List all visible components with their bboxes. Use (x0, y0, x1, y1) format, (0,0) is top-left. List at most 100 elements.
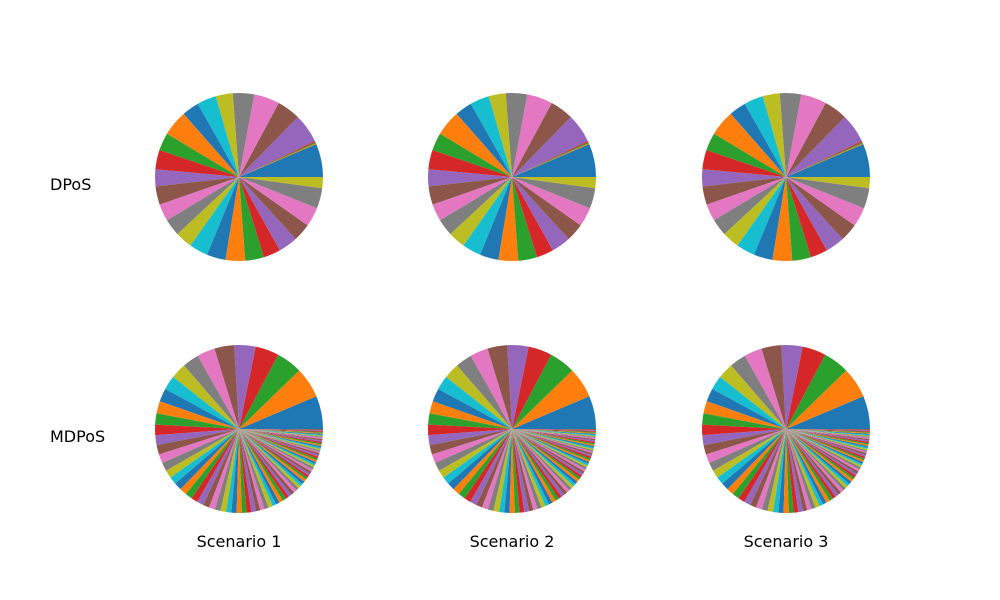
pie-slice-11 (432, 388, 512, 429)
pie-slice-21 (722, 429, 786, 490)
pie-slice-69 (512, 429, 594, 451)
pie-slice-26 (750, 429, 786, 508)
pie-slice-51 (239, 429, 305, 485)
pie-slice-22 (180, 429, 239, 495)
pie-slice-74 (512, 429, 595, 444)
pie-slice-21 (480, 177, 512, 260)
pie-slice-1 (239, 144, 323, 177)
pie-slice-21 (754, 177, 786, 260)
pie-slice-3 (512, 142, 589, 177)
pie-slice-74 (786, 429, 869, 444)
pie-slice-81 (512, 429, 596, 435)
pie-slice-2 (239, 143, 317, 177)
pie-slice-7 (239, 94, 279, 177)
pie-slice-23 (458, 429, 512, 499)
pie-slice-15 (702, 429, 786, 446)
pie-slice-8 (456, 355, 512, 429)
pie-slice-22 (772, 177, 793, 262)
pie-slice-77 (786, 429, 870, 440)
pie-slice-62 (512, 429, 590, 463)
pie-slice-71 (239, 429, 322, 448)
pie-slice-13 (159, 133, 239, 177)
pie-slice-17 (159, 177, 239, 221)
pie-slice-60 (239, 429, 316, 466)
row-labels: DPoS MDPoS (50, 175, 105, 446)
pie-slice-19 (166, 429, 239, 478)
pie-slice-50 (512, 429, 576, 487)
pie-slice-40 (239, 429, 277, 506)
pie-slice-30 (499, 429, 512, 513)
pie-slice-13 (432, 133, 512, 177)
pie-slice-83 (512, 429, 596, 433)
pie-slice-23 (239, 177, 264, 261)
pie-slice-60 (512, 429, 589, 466)
pie-slice-55 (786, 429, 858, 476)
pie-slice-70 (786, 429, 868, 449)
pie-slice-80 (786, 429, 870, 436)
pie-slice-23 (185, 429, 239, 499)
pie-slice-43 (239, 429, 287, 501)
pie-slice-84 (512, 429, 596, 432)
pie-slice-60 (786, 429, 863, 466)
pie-slice-6 (786, 102, 845, 177)
pie-slice-32 (236, 429, 242, 514)
pie-slice-14 (702, 150, 786, 177)
pie-slice-68 (786, 429, 868, 452)
pie-slice-12 (703, 401, 786, 429)
pie-slice-68 (512, 429, 594, 452)
pie-slice-36 (239, 429, 261, 512)
pie-slice-14 (428, 150, 512, 177)
pie-slice-13 (706, 133, 786, 177)
pie-slice-46 (512, 429, 568, 495)
pie-slice-3 (239, 354, 300, 429)
pie-slice-29 (493, 429, 512, 512)
pie-slice-40 (512, 429, 550, 506)
pie-slice-21 (207, 177, 239, 260)
pie-slice-5 (507, 345, 529, 429)
pie-slice-31 (504, 429, 512, 513)
pie-slice-49 (512, 429, 574, 489)
pie-slice-58 (512, 429, 587, 470)
pie-slice-82 (239, 429, 323, 434)
pie-slice-44 (239, 429, 289, 499)
pie-slice-50 (239, 429, 303, 487)
pie-slice-26 (239, 177, 308, 240)
pie-slice-35 (239, 429, 257, 513)
pie-slice-21 (448, 429, 512, 490)
pie-slice-18 (440, 177, 512, 235)
pie-slice-55 (512, 429, 584, 476)
pie-slice-10 (744, 96, 786, 177)
pie-slice-12 (714, 113, 786, 177)
pie-slice-84 (786, 429, 870, 432)
pie-slice-3 (512, 354, 573, 429)
pie-slice-45 (239, 429, 292, 497)
pie-slice-34 (512, 429, 525, 513)
pie-slice-29 (220, 429, 239, 512)
pie-slice-56 (239, 429, 312, 474)
column-label-scenario-1: Scenario 1 (197, 532, 282, 551)
pie-slice-24 (786, 177, 827, 258)
pie-slice-16 (156, 429, 239, 455)
pie-slice-70 (239, 429, 321, 449)
pie-slice-33 (512, 429, 520, 513)
pie-slice-64 (786, 429, 866, 459)
pie-slice-42 (786, 429, 830, 503)
pie-slice-20 (443, 429, 512, 484)
pie-slice-20 (170, 429, 239, 484)
pie-slice-28 (239, 177, 323, 209)
pie-slice-41 (512, 429, 553, 505)
pie-slice-20 (463, 177, 512, 255)
pie-slice-52 (786, 429, 854, 482)
pie-slice-45 (786, 429, 839, 497)
pie-slice-35 (786, 429, 804, 513)
pie-slice-53 (239, 429, 308, 480)
pie-slice-6 (239, 102, 298, 177)
pie-slice-3 (786, 142, 863, 177)
pie-slice-4 (786, 140, 863, 177)
pie-slice-63 (512, 429, 591, 461)
pie-slice-17 (706, 177, 786, 221)
pie-slice-52 (512, 429, 580, 482)
pie-slice-32 (509, 429, 515, 514)
pie-dpos-scenario-1 (154, 92, 323, 262)
